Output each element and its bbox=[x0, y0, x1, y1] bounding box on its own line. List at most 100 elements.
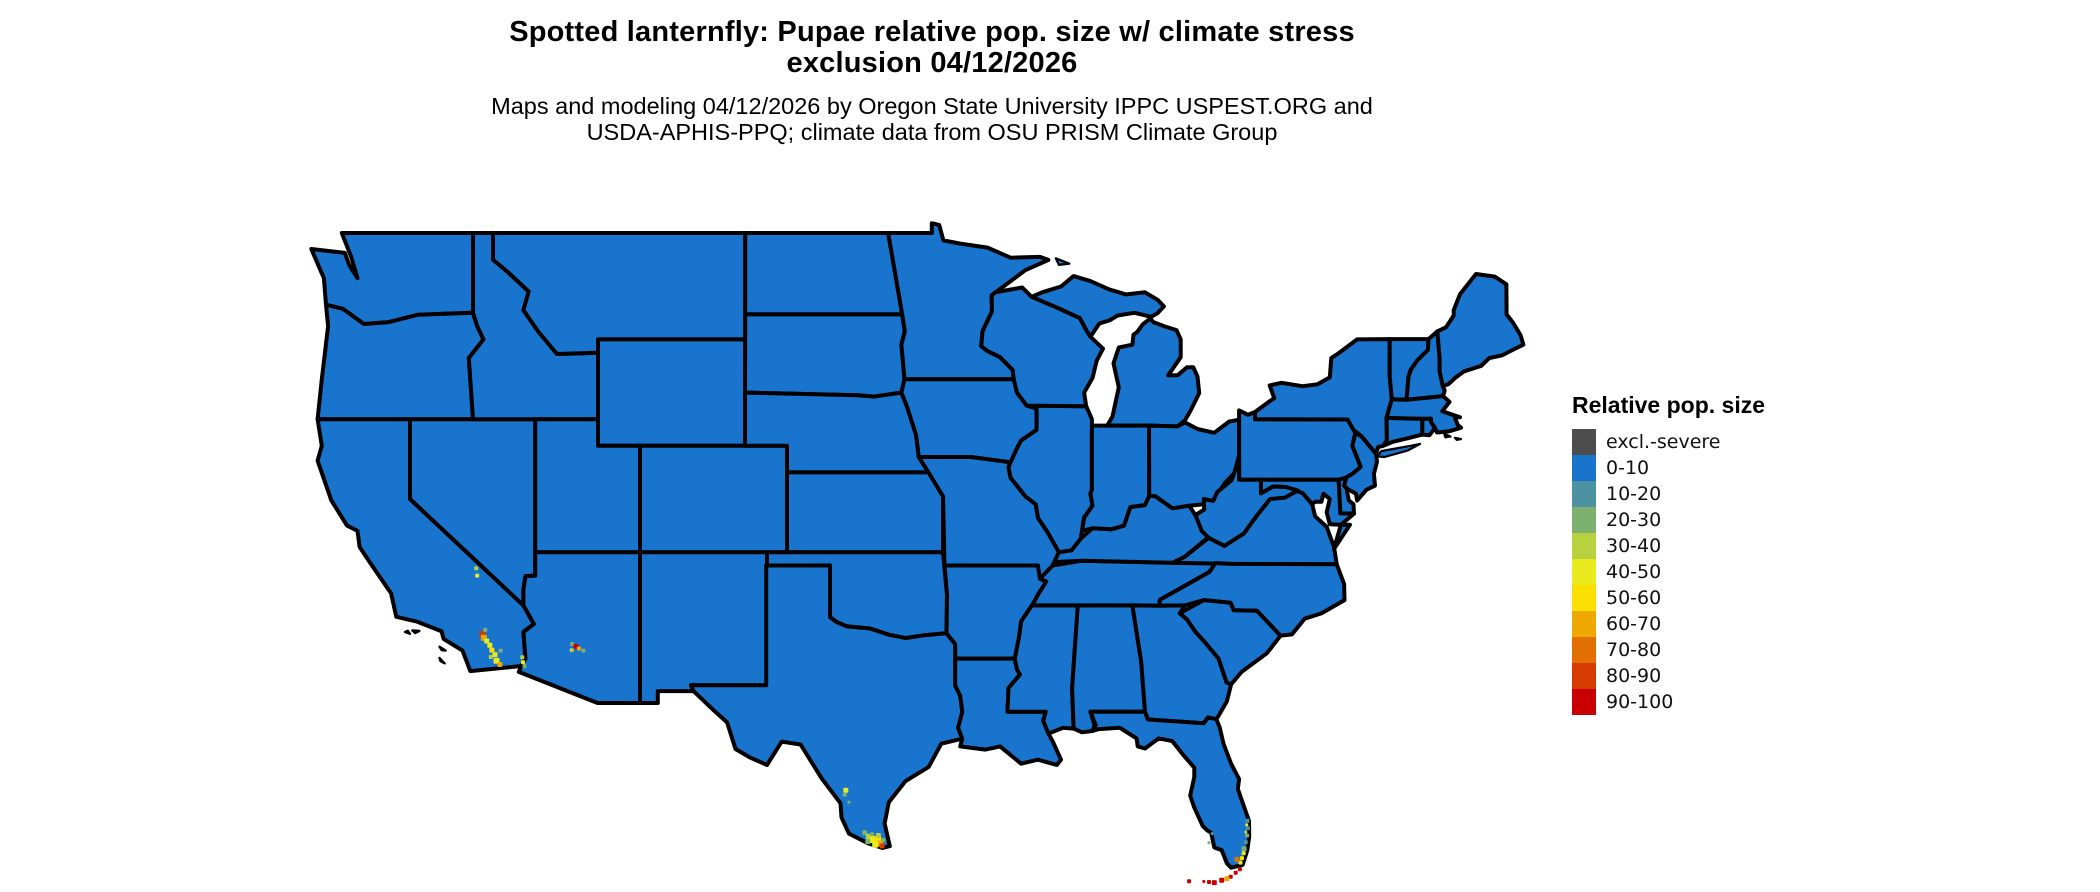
islet-santa-rosa-island bbox=[403, 629, 412, 635]
legend-label: 70-80 bbox=[1606, 639, 1662, 661]
state-mi-up bbox=[1029, 274, 1166, 339]
legend-swatch bbox=[1572, 533, 1596, 559]
legend-title: Relative pop. size bbox=[1572, 392, 1766, 418]
legend-label: 50-60 bbox=[1606, 587, 1662, 609]
hotspot-pixel bbox=[881, 838, 886, 842]
islet-santa-cruz-island bbox=[411, 629, 421, 635]
hotspot-pixel bbox=[1228, 874, 1233, 879]
hotspot-pixel bbox=[865, 839, 871, 845]
legend-swatch bbox=[1572, 429, 1596, 455]
hotspot-pixel bbox=[1241, 851, 1246, 856]
hotspot-pixel bbox=[569, 648, 574, 653]
hotspot-pixel bbox=[484, 638, 490, 644]
hotspot-pixel bbox=[475, 573, 480, 578]
hotspot-pixel bbox=[875, 833, 881, 838]
hotspot-pixel bbox=[843, 787, 849, 793]
islet-san-clemente-island bbox=[438, 656, 446, 665]
state-co bbox=[638, 443, 789, 555]
hotspot-pixel bbox=[1187, 879, 1192, 884]
legend-swatch bbox=[1572, 455, 1596, 481]
state-nj bbox=[1342, 431, 1379, 503]
legend-rows: excl.-severe 0-10 10-20 20-30 30-40 40-50 50-6… bbox=[1572, 429, 1765, 715]
state-mi bbox=[1105, 316, 1202, 429]
hotspot-pixel bbox=[1241, 846, 1247, 852]
hotspot-pixel bbox=[1240, 856, 1244, 861]
state-az bbox=[516, 550, 642, 705]
legend-label: 40-50 bbox=[1606, 561, 1662, 583]
state-me bbox=[1435, 272, 1526, 389]
hotspot-pixel bbox=[1243, 840, 1248, 845]
state-wy bbox=[596, 337, 747, 448]
legend-label: 0-10 bbox=[1606, 457, 1650, 479]
hotspot-pixel bbox=[1245, 826, 1250, 831]
state-va-shore bbox=[1332, 522, 1352, 551]
legend-item: 30-40 bbox=[1572, 533, 1765, 559]
legend-label: 30-40 bbox=[1606, 535, 1662, 557]
hotspot-pixel bbox=[847, 800, 851, 804]
legend-swatch bbox=[1572, 481, 1596, 507]
hotspot-pixel bbox=[862, 830, 868, 836]
hotspot-pixel bbox=[1211, 880, 1217, 886]
islet-marthas-vineyard bbox=[1443, 432, 1452, 439]
legend-label: 20-30 bbox=[1606, 509, 1662, 531]
state-fl bbox=[1088, 709, 1252, 870]
title-line-2: exclusion 04/12/2026 bbox=[786, 47, 1078, 79]
hotspot-pixel bbox=[1224, 876, 1230, 882]
page-title: Spotted lanternfly: Pupae relative pop. … bbox=[0, 17, 1864, 79]
hotspot-pixel bbox=[1234, 856, 1240, 862]
hotspot-pixel bbox=[842, 792, 847, 797]
hotspot-pixel bbox=[870, 832, 874, 837]
state-or bbox=[315, 302, 486, 422]
legend-label: excl.-severe bbox=[1606, 431, 1721, 453]
hotspot-pixel bbox=[879, 843, 885, 849]
legend-label: 80-90 bbox=[1606, 665, 1662, 687]
legend-item: 60-70 bbox=[1572, 611, 1765, 637]
state-sd bbox=[743, 312, 907, 399]
subtitle-line-2: USDA-APHIS-PPQ; climate data from OSU PR… bbox=[586, 119, 1278, 145]
legend-swatch bbox=[1572, 689, 1596, 715]
legend-swatch bbox=[1572, 507, 1596, 533]
hotspot-pixel bbox=[1210, 832, 1214, 836]
hotspot-pixel bbox=[522, 664, 527, 668]
hotspot-pixel bbox=[483, 627, 488, 632]
legend-item: 80-90 bbox=[1572, 663, 1765, 689]
legend-swatch bbox=[1572, 611, 1596, 637]
legend: Relative pop. size excl.-severe 0-10 10-20… bbox=[1572, 392, 1765, 715]
legend-swatch bbox=[1572, 559, 1596, 585]
hotspot-pixel bbox=[487, 642, 493, 648]
subtitle-line-1: Maps and modeling 04/12/2026 by Oregon S… bbox=[491, 93, 1373, 119]
legend-label: 90-100 bbox=[1606, 691, 1674, 713]
legend-swatch bbox=[1572, 637, 1596, 663]
legend-item: 70-80 bbox=[1572, 637, 1765, 663]
hotspot-pixel bbox=[521, 660, 525, 665]
legend-item: 10-20 bbox=[1572, 481, 1765, 507]
page-subtitle: Maps and modeling 04/12/2026 by Oregon S… bbox=[0, 93, 1864, 145]
state-ks bbox=[785, 470, 945, 555]
hotspot-pixel bbox=[488, 655, 493, 659]
hotspot-pixel bbox=[1245, 823, 1249, 827]
legend-item: 0-10 bbox=[1572, 455, 1765, 481]
legend-item: 40-50 bbox=[1572, 559, 1765, 585]
islet-isle-royale bbox=[1054, 257, 1071, 266]
state-ct bbox=[1381, 415, 1425, 448]
title-line-1: Spotted lanternfly: Pupae relative pop. … bbox=[509, 16, 1355, 48]
hotspot-pixel bbox=[1233, 870, 1238, 875]
hotspot-pixel bbox=[489, 647, 495, 653]
legend-label: 10-20 bbox=[1606, 483, 1662, 505]
hotspot-pixel bbox=[1245, 818, 1250, 823]
state-tx bbox=[689, 563, 965, 850]
state-nm bbox=[638, 550, 769, 705]
legend-item: 90-100 bbox=[1572, 689, 1765, 715]
legend-swatch bbox=[1572, 585, 1596, 611]
legend-item: 20-30 bbox=[1572, 507, 1765, 533]
hotspot-pixel bbox=[1207, 880, 1211, 884]
hotspot-pixel bbox=[581, 648, 586, 653]
hotspot-pixel bbox=[492, 652, 498, 658]
hotspot-pixel bbox=[497, 662, 503, 667]
hotspot-pixel bbox=[474, 566, 479, 571]
islet-nantucket bbox=[1453, 436, 1463, 441]
hotspot-pixel bbox=[1245, 833, 1250, 838]
hotspot-pixel bbox=[1202, 880, 1206, 883]
hotspot-pixel bbox=[1219, 877, 1225, 883]
